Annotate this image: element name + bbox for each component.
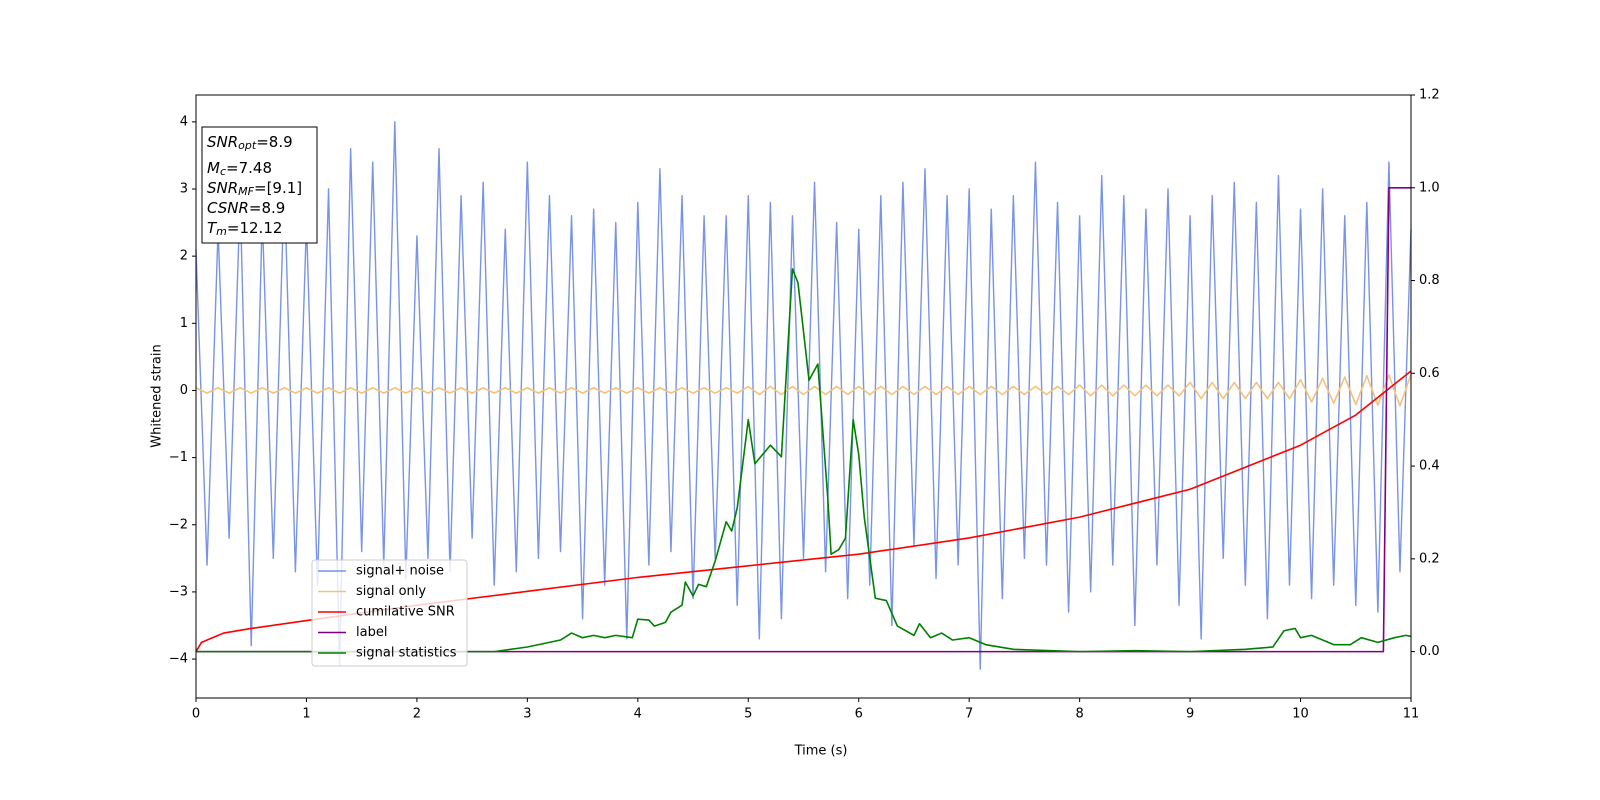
annotation-box xyxy=(201,126,318,244)
annotation-base: SNR xyxy=(207,179,238,197)
x-tick-label: 7 xyxy=(965,707,973,722)
y2-tick-label: 0.4 xyxy=(1419,459,1440,474)
annotation-text: =8.9 xyxy=(249,199,285,217)
x-tick-label: 0 xyxy=(192,707,200,722)
x-tick-label: 8 xyxy=(1075,707,1083,722)
x-tick-label: 11 xyxy=(1403,707,1420,722)
y-tick-label: 3 xyxy=(180,182,188,197)
annotation-sub: c xyxy=(220,165,226,178)
x-tick-label: 4 xyxy=(634,707,642,722)
annotation-text: =[9.1] xyxy=(254,179,302,197)
y2-tick-label: 0.6 xyxy=(1419,366,1440,381)
legend-label: signal+ noise xyxy=(356,564,444,579)
y-tick-label: 2 xyxy=(180,249,188,264)
annotation-text: =8.9 xyxy=(256,133,292,151)
y2-tick-label: 1.2 xyxy=(1419,88,1440,103)
x-tick-label: 9 xyxy=(1186,707,1194,722)
annotation-sub: opt xyxy=(238,139,257,152)
x-tick-label: 5 xyxy=(744,707,752,722)
x-tick-label: 2 xyxy=(413,707,421,722)
legend-label: signal statistics xyxy=(356,646,457,661)
y2-tick-label: 1.0 xyxy=(1419,180,1440,195)
y2-tick-label: 0.0 xyxy=(1419,644,1440,659)
legend-label: label xyxy=(356,625,387,640)
annotation-base: CSNR xyxy=(207,199,249,217)
y-tick-label: −2 xyxy=(169,517,188,532)
annotation-base: T xyxy=(207,219,218,237)
plot-frame xyxy=(195,94,1412,699)
series-line xyxy=(195,370,1412,653)
annotation: Mc=7.48 xyxy=(207,159,272,179)
annotation-sub: MF xyxy=(238,185,254,198)
legend-frame xyxy=(311,559,468,667)
series-line xyxy=(195,374,1412,407)
legend-label: signal only xyxy=(356,584,426,599)
y-tick-label: 0 xyxy=(180,383,188,398)
annotation-base: M xyxy=(207,159,220,177)
y-tick-label: 4 xyxy=(180,114,188,129)
annotation: SNRopt=8.9 xyxy=(207,133,293,153)
y-tick-label: −3 xyxy=(169,584,188,599)
annotation: SNRMF=[9.1] xyxy=(207,179,302,199)
annotation-sub: m xyxy=(216,225,227,238)
y2-tick-label: 0.8 xyxy=(1419,273,1440,288)
x-tick-label: 6 xyxy=(855,707,863,722)
legend-label: cumilative SNR xyxy=(356,605,455,620)
annotation-text: =7.48 xyxy=(226,159,272,177)
annotation: CSNR=8.9 xyxy=(207,199,285,217)
series-line xyxy=(196,268,1412,653)
y-axis-label: Whitened strain xyxy=(150,344,165,447)
y-tick-label: −4 xyxy=(169,652,188,667)
y2-tick-label: 0.2 xyxy=(1419,551,1440,566)
series-line xyxy=(195,121,1412,670)
series-line xyxy=(196,186,1411,653)
x-axis-label: Time (s) xyxy=(794,744,848,759)
x-tick-label: 3 xyxy=(523,707,531,722)
annotation-base: SNR xyxy=(207,133,238,151)
annotation-text: =12.12 xyxy=(227,219,283,237)
y-tick-label: 1 xyxy=(180,316,188,331)
y-tick-label: −1 xyxy=(169,450,188,465)
annotation: Tm=12.12 xyxy=(207,219,282,239)
x-tick-label: 1 xyxy=(302,707,310,722)
x-tick-label: 10 xyxy=(1292,707,1309,722)
